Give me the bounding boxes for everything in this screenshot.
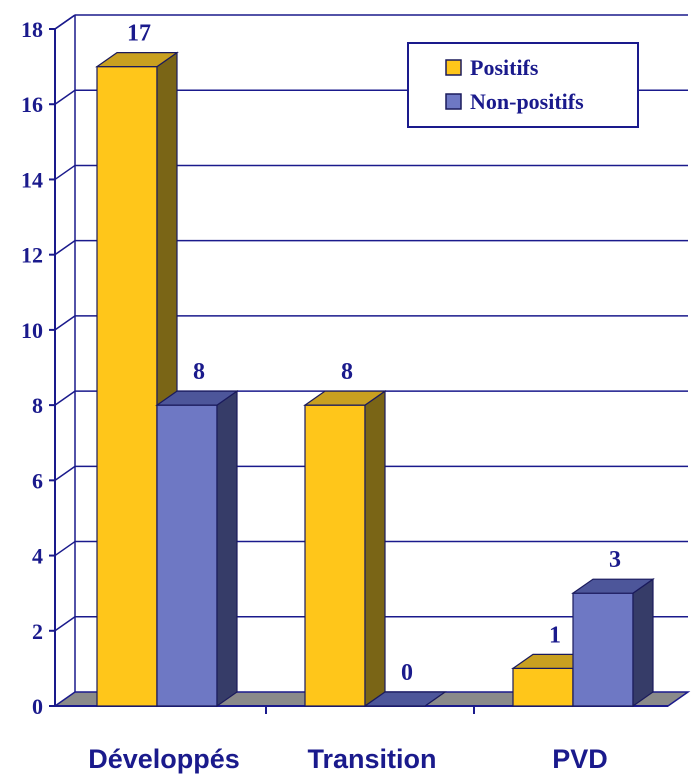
bar-top — [155, 390, 239, 406]
bar — [363, 691, 447, 707]
data-labels: 17 8 8 0 1 3 — [127, 21, 621, 686]
data-label: 3 — [609, 547, 621, 573]
gridline-side — [54, 390, 76, 406]
gridline-side — [54, 164, 76, 181]
bar-top — [571, 578, 655, 594]
legend-swatch — [445, 93, 462, 110]
y-tick-label: 4 — [32, 544, 43, 569]
y-tick-label: 8 — [32, 393, 43, 418]
top-diagonal — [54, 14, 76, 30]
bar-front — [512, 667, 574, 707]
legend-box — [407, 42, 639, 128]
y-tick-label: 10 — [21, 318, 43, 343]
data-label: 0 — [401, 660, 413, 686]
bar — [303, 389, 387, 708]
gridline-side — [54, 89, 76, 105]
data-label: 8 — [341, 359, 353, 385]
y-axis-ticks: 0 2 4 6 8 10 12 14 16 18 — [21, 17, 55, 719]
gridline-side — [54, 616, 76, 632]
gridline-side — [54, 540, 76, 557]
legend-label: Positifs — [470, 55, 539, 80]
bars — [95, 51, 655, 708]
bar-front — [304, 404, 366, 707]
x-axis-categories: Développés Transition PVD — [88, 706, 608, 774]
x-category-label: PVD — [552, 744, 608, 774]
data-label: 1 — [549, 622, 561, 648]
bar — [95, 51, 179, 708]
bar-side — [364, 389, 386, 708]
bar-front — [96, 66, 158, 707]
y-tick-label: 16 — [21, 92, 43, 117]
bar-top — [363, 691, 447, 707]
legend-swatch — [445, 59, 462, 76]
y-tick-label: 14 — [21, 167, 43, 192]
data-label: 8 — [193, 359, 205, 385]
bar-top — [303, 390, 387, 406]
legend: Positifs Non-positifs — [407, 42, 639, 128]
y-tick-label: 12 — [21, 243, 43, 268]
bar — [571, 578, 655, 708]
bar-side — [216, 389, 238, 708]
gridline-side — [54, 315, 76, 331]
y-tick-label: 0 — [32, 694, 43, 719]
legend-label: Non-positifs — [470, 89, 584, 114]
gridline-side — [54, 240, 76, 256]
bar — [155, 389, 239, 708]
bar-side — [632, 578, 654, 708]
bar-front — [572, 592, 634, 707]
gridline-side — [54, 465, 76, 481]
y-tick-label: 2 — [32, 619, 43, 644]
y-tick-label: 18 — [21, 17, 43, 42]
data-label: 17 — [127, 21, 151, 47]
x-category-label: Développés — [88, 744, 240, 774]
bar-front — [156, 404, 218, 707]
x-category-label: Transition — [307, 744, 436, 774]
bar-top — [95, 52, 179, 68]
y-tick-label: 6 — [32, 468, 43, 493]
